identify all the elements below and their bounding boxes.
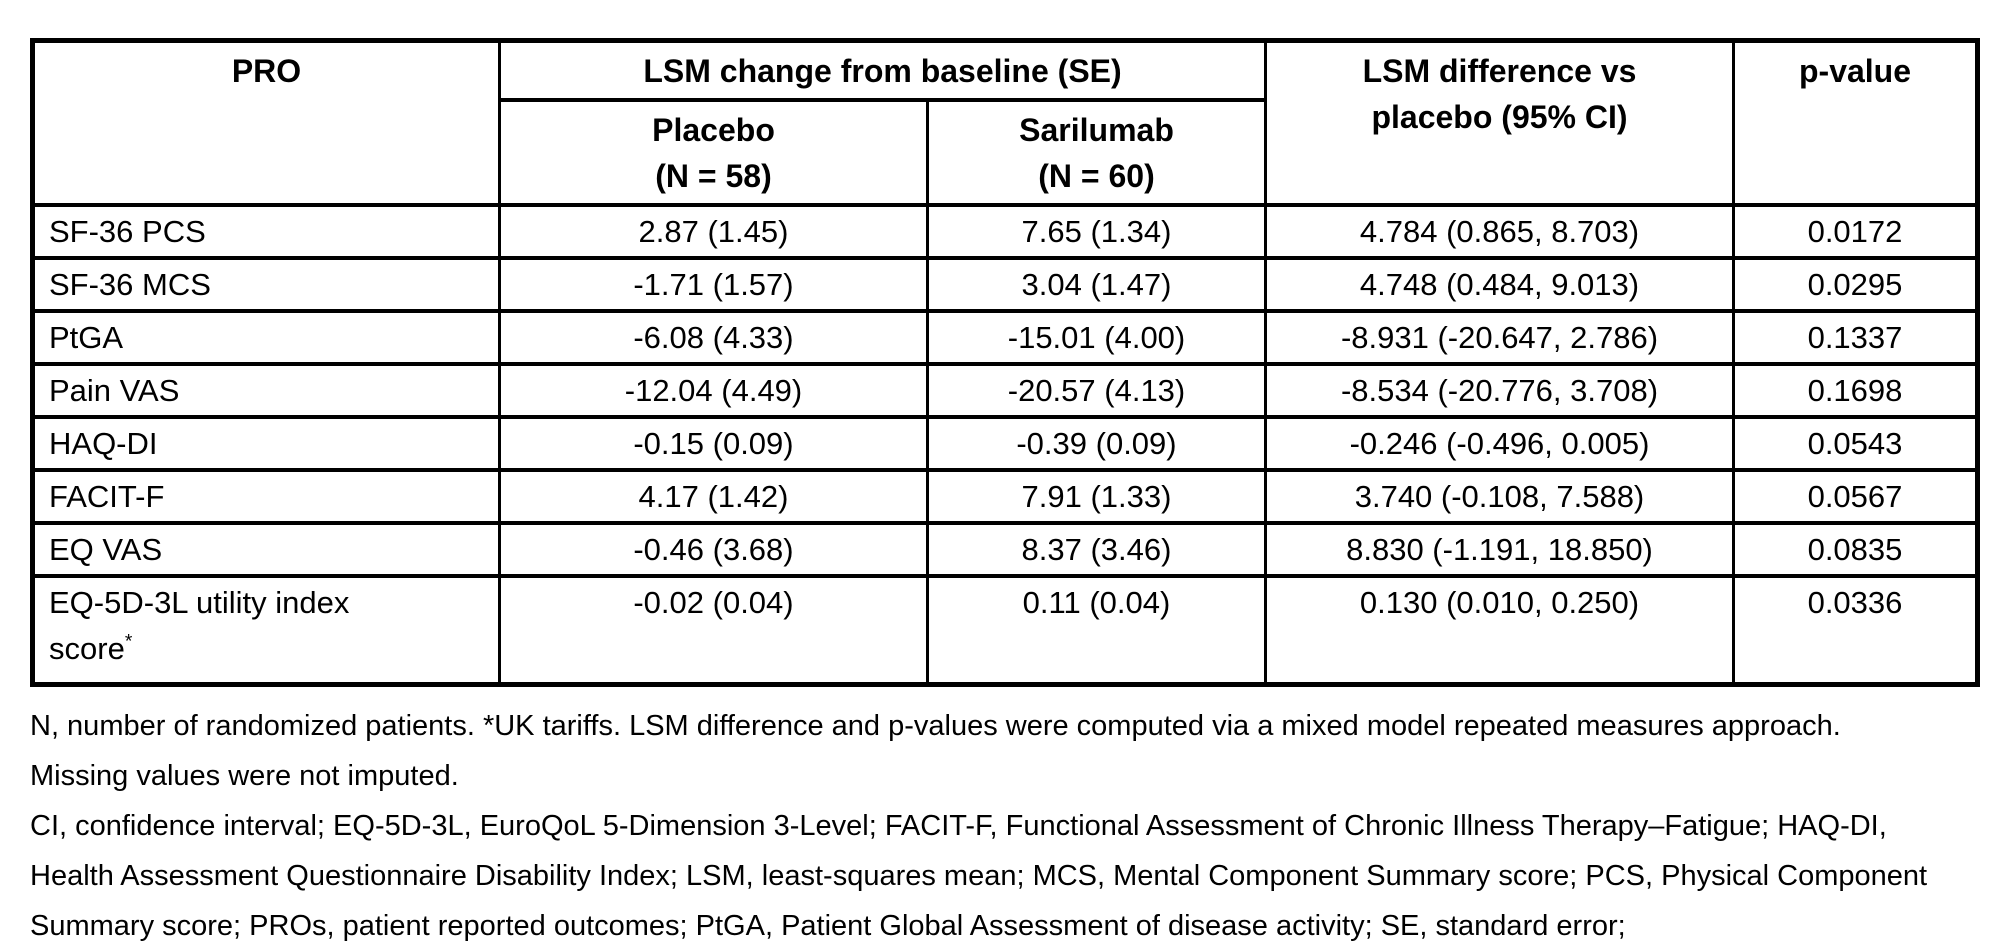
pvalue-cell: 0.0567 <box>1732 468 1979 525</box>
pvalue-cell: 0.0172 <box>1732 203 1979 260</box>
pro-label-cell: FACIT-F <box>31 468 501 525</box>
pvalue-cell: 0.1337 <box>1732 309 1979 366</box>
footnote-general: N, number of randomized patients. *UK ta… <box>30 709 1841 792</box>
placebo-value-cell: -0.46 (3.68) <box>498 521 929 578</box>
lsm-difference-cell: 8.830 (-1.191, 18.850) <box>1264 521 1735 578</box>
pro-label-cell: SF-36 MCS <box>31 256 501 313</box>
column-header-pvalue: p-value <box>1732 38 1979 207</box>
table-row: SF-36 MCS -1.71 (1.57) 3.04 (1.47) 4.748 (0… <box>31 256 1979 313</box>
placebo-value-cell: 4.17 (1.42) <box>498 468 929 525</box>
placebo-value-cell: -12.04 (4.49) <box>498 362 929 419</box>
pro-label-cell: SF-36 PCS <box>31 203 501 260</box>
footnote-marker: * <box>124 631 133 653</box>
pro-label-cell: Pain VAS <box>31 362 501 419</box>
placebo-value-cell: -1.71 (1.57) <box>498 256 929 313</box>
lsm-difference-cell: 4.748 (0.484, 9.013) <box>1264 256 1735 313</box>
pro-outcomes-table: PRO LSM change from baseline (SE) LSM di… <box>30 38 1980 687</box>
table-row: EQ-5D-3L utility index score* -0.02 (0.04)… <box>31 574 1979 686</box>
lsm-difference-cell: -8.534 (-20.776, 3.708) <box>1264 362 1735 419</box>
table-row: FACIT-F 4.17 (1.42) 7.91 (1.33) 3.740 (-0.1… <box>31 468 1979 525</box>
sarilumab-value-cell: 8.37 (3.46) <box>926 521 1267 578</box>
table-row: Pain VAS -12.04 (4.49) -20.57 (4.13) -8.534… <box>31 362 1979 419</box>
placebo-value-cell: 2.87 (1.45) <box>498 203 929 260</box>
pro-label-cell: HAQ-DI <box>31 415 501 472</box>
sarilumab-value-cell: 0.11 (0.04) <box>926 574 1267 686</box>
sarilumab-value-cell: -15.01 (4.00) <box>926 309 1267 366</box>
column-header-lsm-change: LSM change from baseline (SE) <box>498 38 1267 102</box>
column-header-sarilumab: Sarilumab (N = 60) <box>926 98 1267 207</box>
column-header-pro: PRO <box>31 38 501 207</box>
placebo-value-cell: -0.15 (0.09) <box>498 415 929 472</box>
pvalue-cell: 0.0295 <box>1732 256 1979 313</box>
sarilumab-value-cell: 7.65 (1.34) <box>926 203 1267 260</box>
pvalue-cell: 0.0835 <box>1732 521 1979 578</box>
sarilumab-value-cell: 3.04 (1.47) <box>926 256 1267 313</box>
lsm-difference-cell: -0.246 (-0.496, 0.005) <box>1264 415 1735 472</box>
header-row-primary: PRO LSM change from baseline (SE) LSM di… <box>31 38 1979 207</box>
footnote-abbreviations: CI, confidence interval; EQ-5D-3L, EuroQ… <box>30 809 1928 942</box>
table-row: HAQ-DI -0.15 (0.09) -0.39 (0.09) -0.246 (-0… <box>31 415 1979 472</box>
lsm-difference-cell: 3.740 (-0.108, 7.588) <box>1264 468 1735 525</box>
footnotes: N, number of randomized patients. *UK ta… <box>30 701 1975 952</box>
placebo-value-cell: -6.08 (4.33) <box>498 309 929 366</box>
pro-label-cell: EQ VAS <box>31 521 501 578</box>
lsm-difference-cell: -8.931 (-20.647, 2.786) <box>1264 309 1735 366</box>
sarilumab-value-cell: -0.39 (0.09) <box>926 415 1267 472</box>
pvalue-cell: 0.1698 <box>1732 362 1979 419</box>
pro-label-cell: EQ-5D-3L utility index score* <box>31 574 501 686</box>
placebo-value-cell: -0.02 (0.04) <box>498 574 929 686</box>
sarilumab-value-cell: -20.57 (4.13) <box>926 362 1267 419</box>
table-row: SF-36 PCS 2.87 (1.45) 7.65 (1.34) 4.784 (0.… <box>31 203 1979 260</box>
pvalue-cell: 0.0543 <box>1732 415 1979 472</box>
column-header-lsm-difference: LSM difference vs placebo (95% CI) <box>1264 38 1735 207</box>
table-row: PtGA -6.08 (4.33) -15.01 (4.00) -8.931 (-20… <box>31 309 1979 366</box>
column-header-placebo: Placebo (N = 58) <box>498 98 929 207</box>
sarilumab-value-cell: 7.91 (1.33) <box>926 468 1267 525</box>
lsm-difference-cell: 0.130 (0.010, 0.250) <box>1264 574 1735 686</box>
pro-label-cell: PtGA <box>31 309 501 366</box>
pvalue-cell: 0.0336 <box>1732 574 1979 686</box>
lsm-difference-cell: 4.784 (0.865, 8.703) <box>1264 203 1735 260</box>
header-row-secondary: Placebo (N = 58) Sarilumab (N = 60) <box>33 98 1978 207</box>
table-row: EQ VAS -0.46 (3.68) 8.37 (3.46) 8.830 (-1.1… <box>31 521 1979 578</box>
